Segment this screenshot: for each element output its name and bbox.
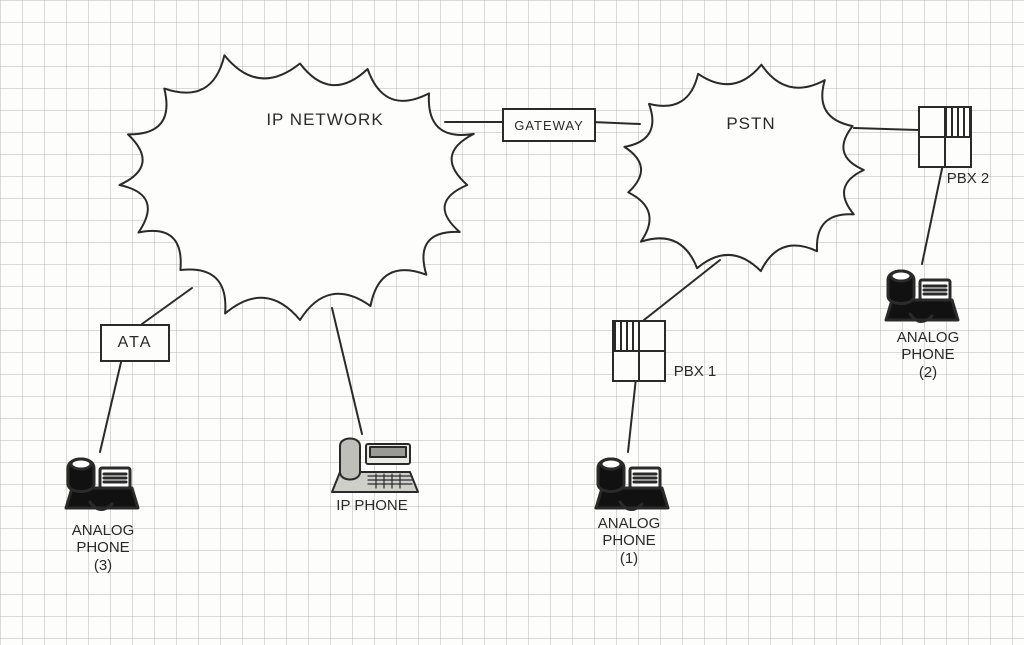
analog-3-icon xyxy=(66,459,138,510)
phones-layer xyxy=(0,0,1024,645)
analog-1-icon xyxy=(596,459,668,510)
diagram-stage: IP NETWORK PSTN GATEWAY ATA PBX 1 PBX 2 xyxy=(0,0,1024,645)
analog-phone-3-caption: ANALOG PHONE (3) xyxy=(72,522,135,574)
ip-phone-caption: IP PHONE xyxy=(336,497,407,514)
analog-phone-1-caption: ANALOG PHONE (1) xyxy=(598,515,661,567)
analog-phone-2-caption: ANALOG PHONE (2) xyxy=(897,329,960,381)
analog-2-icon xyxy=(886,271,958,322)
ip-phone-icon xyxy=(332,439,418,493)
